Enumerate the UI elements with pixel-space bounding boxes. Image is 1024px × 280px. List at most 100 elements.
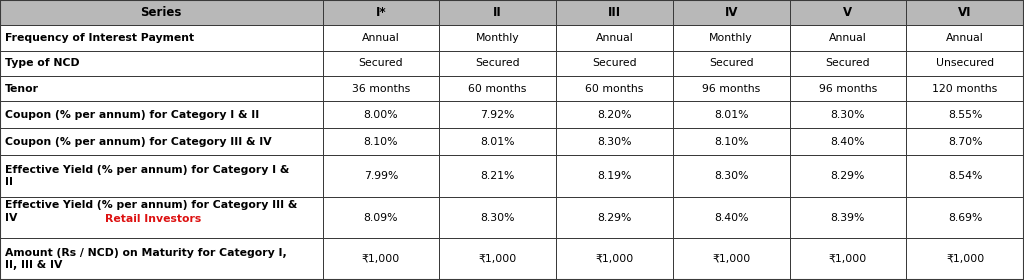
Bar (0, 239, 323, 280)
Bar (673, 0, 790, 25)
Bar (323, 197, 439, 239)
Bar (790, 197, 906, 239)
Bar (556, 239, 673, 280)
Bar (439, 0, 556, 25)
Text: I*: I* (376, 6, 386, 19)
Bar (906, 51, 1024, 76)
Text: 8.30%: 8.30% (830, 110, 865, 120)
Bar (906, 76, 1024, 101)
Text: 8.30%: 8.30% (597, 137, 632, 147)
Text: 7.99%: 7.99% (364, 171, 398, 181)
Bar (790, 239, 906, 280)
Bar (323, 25, 439, 51)
Text: III: III (608, 6, 621, 19)
Bar (323, 128, 439, 155)
Bar (556, 101, 673, 128)
Bar (556, 155, 673, 197)
Bar (556, 0, 673, 25)
Text: Monthly: Monthly (476, 33, 519, 43)
Text: 8.21%: 8.21% (480, 171, 515, 181)
Bar (556, 25, 673, 51)
Bar (0, 76, 323, 101)
Text: 96 months: 96 months (819, 83, 877, 94)
Bar (0, 128, 323, 155)
Text: 60 months: 60 months (468, 83, 527, 94)
Bar (323, 51, 439, 76)
Bar (323, 25, 439, 51)
Text: 8.30%: 8.30% (714, 171, 749, 181)
Text: Annual: Annual (362, 33, 399, 43)
Bar (439, 76, 556, 101)
Bar (439, 155, 556, 197)
Text: Effective Yield (% per annum) for Category I &
II: Effective Yield (% per annum) for Catego… (5, 165, 290, 187)
Text: Secured: Secured (358, 58, 403, 68)
Bar (673, 197, 790, 239)
Bar (323, 0, 439, 25)
Bar (0, 0, 323, 25)
Bar (906, 25, 1024, 51)
Text: ₹1,000: ₹1,000 (595, 254, 634, 264)
Text: 8.20%: 8.20% (597, 110, 632, 120)
Bar (790, 101, 906, 128)
Bar (556, 0, 673, 25)
Bar (0, 155, 323, 197)
Text: 8.55%: 8.55% (948, 110, 982, 120)
Text: Amount (Rs / NCD) on Maturity for Category I,
II, III & IV: Amount (Rs / NCD) on Maturity for Catego… (5, 248, 287, 270)
Text: II: II (494, 6, 502, 19)
Bar (906, 155, 1024, 197)
Bar (790, 101, 906, 128)
Bar (556, 239, 673, 280)
Bar (673, 25, 790, 51)
Text: 96 months: 96 months (702, 83, 760, 94)
Text: ₹1,000: ₹1,000 (946, 254, 984, 264)
Bar (556, 101, 673, 128)
Bar (790, 128, 906, 155)
Bar (673, 128, 790, 155)
Bar (0, 51, 323, 76)
Text: Secured: Secured (709, 58, 754, 68)
Bar (323, 197, 439, 239)
Text: 7.92%: 7.92% (480, 110, 515, 120)
Bar (323, 101, 439, 128)
Bar (906, 76, 1024, 101)
Text: 120 months: 120 months (933, 83, 997, 94)
Bar (439, 25, 556, 51)
Bar (439, 51, 556, 76)
Bar (790, 51, 906, 76)
Bar (439, 155, 556, 197)
Bar (906, 0, 1024, 25)
Text: ₹1,000: ₹1,000 (828, 254, 867, 264)
Text: 36 months: 36 months (352, 83, 410, 94)
Bar (0, 197, 323, 239)
Bar (790, 197, 906, 239)
Bar (556, 155, 673, 197)
Bar (323, 128, 439, 155)
Bar (439, 101, 556, 128)
Text: 8.30%: 8.30% (480, 213, 515, 223)
Bar (906, 239, 1024, 280)
Bar (673, 239, 790, 280)
Bar (906, 239, 1024, 280)
Bar (0, 239, 323, 280)
Bar (673, 101, 790, 128)
Text: Annual: Annual (946, 33, 984, 43)
Text: 8.10%: 8.10% (714, 137, 749, 147)
Text: ₹1,000: ₹1,000 (361, 254, 400, 264)
Text: 8.09%: 8.09% (364, 213, 398, 223)
Text: Secured: Secured (825, 58, 870, 68)
Bar (673, 101, 790, 128)
Text: Frequency of Interest Payment: Frequency of Interest Payment (5, 33, 195, 43)
Text: 8.10%: 8.10% (364, 137, 398, 147)
Bar (323, 76, 439, 101)
Bar (323, 239, 439, 280)
Text: Secured: Secured (592, 58, 637, 68)
Text: Coupon (% per annum) for Category III & IV: Coupon (% per annum) for Category III & … (5, 137, 271, 147)
Bar (0, 101, 323, 128)
Text: Annual: Annual (596, 33, 633, 43)
Bar (439, 197, 556, 239)
Bar (439, 239, 556, 280)
Bar (439, 239, 556, 280)
Text: 8.54%: 8.54% (948, 171, 982, 181)
Bar (0, 128, 323, 155)
Text: Type of NCD: Type of NCD (5, 58, 80, 68)
